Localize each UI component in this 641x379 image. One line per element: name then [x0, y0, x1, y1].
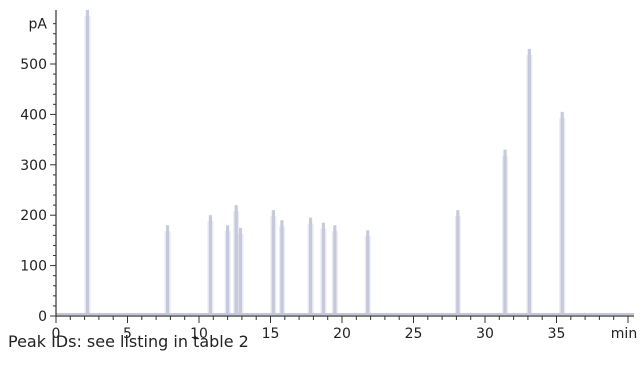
peak-line: [85, 10, 90, 314]
chromatogram-peak: [526, 48, 533, 314]
chromatogram-peak: [307, 217, 314, 314]
chromatogram-peak: [237, 227, 244, 314]
chromatogram-peak: [164, 225, 171, 314]
chromatogram-peak: [278, 220, 285, 314]
peak-line: [456, 210, 460, 314]
y-axis-ticks: 0 100 200 300 400 500: [20, 23, 56, 325]
y-tick-label: 400: [20, 107, 47, 123]
chromatogram-peak: [364, 230, 371, 314]
x-tick-label: 25: [405, 326, 423, 342]
chromatogram-peak: [224, 225, 231, 314]
peak-line: [560, 111, 564, 314]
chromatogram-peak: [84, 10, 91, 314]
y-tick-label: 0: [38, 309, 47, 325]
peak-line: [234, 205, 238, 314]
y-tick-label: 300: [20, 158, 47, 174]
peak-line: [165, 225, 170, 314]
x-tick-label: 5: [123, 326, 132, 342]
peak-line: [226, 225, 230, 314]
peak-line: [280, 220, 284, 314]
y-axis-unit-label: pA: [29, 17, 48, 33]
y-tick-label: 100: [20, 259, 47, 275]
x-axis-ticks: 0 5 10 15 20 25 30 35: [52, 316, 629, 342]
x-tick-label: 0: [52, 326, 61, 342]
peak-line: [503, 149, 507, 314]
y-tick-label: 500: [20, 57, 47, 73]
chart-caption: Peak IDs: see listing in table 2: [8, 332, 249, 351]
x-tick-label: 30: [476, 326, 494, 342]
y-tick-label: 200: [20, 208, 47, 224]
peaks-layer: [56, 10, 634, 315]
peak-line: [308, 217, 313, 314]
x-tick-label: 10: [190, 326, 208, 342]
peak-line: [366, 230, 370, 314]
chromatogram-peak: [502, 149, 509, 314]
chromatogram-peak: [454, 210, 461, 314]
peak-line: [208, 215, 213, 314]
peak-line: [333, 225, 337, 314]
x-tick-label: 20: [333, 326, 351, 342]
x-tick-label: 35: [548, 326, 566, 342]
peak-line: [527, 48, 531, 314]
peak-line: [321, 222, 326, 314]
chromatogram-peak: [270, 210, 277, 314]
chromatogram-peak: [233, 205, 240, 314]
x-tick-label: 15: [262, 326, 280, 342]
x-axis-unit-label: min: [611, 326, 637, 342]
peak-line: [271, 210, 275, 314]
chromatogram-peak: [559, 111, 566, 314]
peak-line: [238, 227, 243, 314]
chromatogram-peak: [320, 222, 327, 314]
chromatogram-peak: [331, 225, 338, 314]
chromatogram-peak: [207, 215, 214, 314]
